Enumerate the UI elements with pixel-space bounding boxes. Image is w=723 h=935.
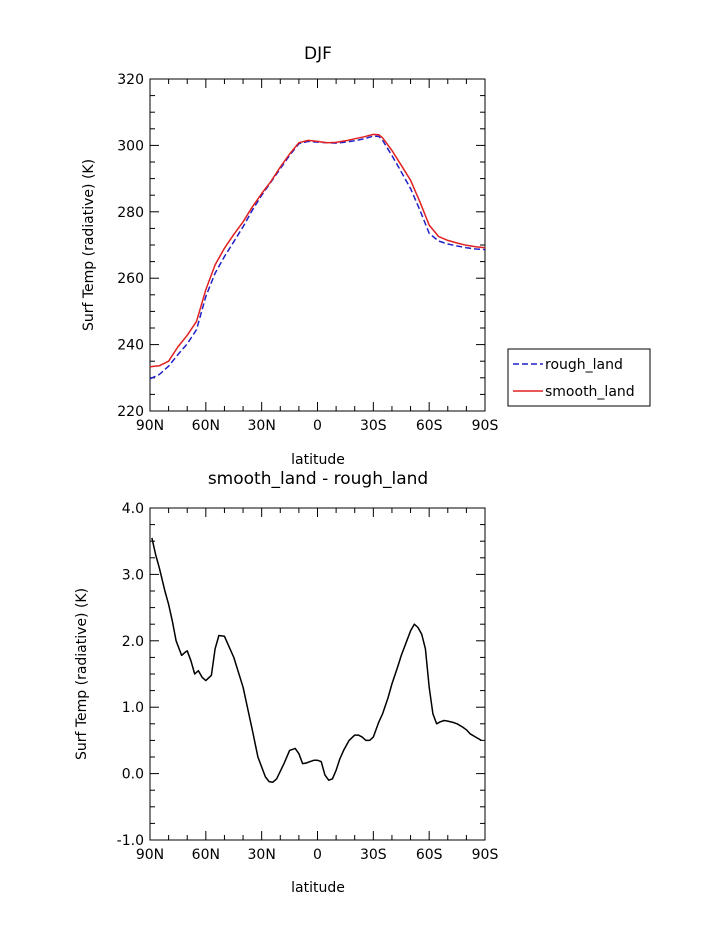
- top-chart-series-line-smooth-land: [149, 133, 486, 368]
- top-chart-y-tick-label: 260: [117, 271, 144, 287]
- top-chart-x-tick-label: 60N: [192, 418, 220, 434]
- bottom-chart-y-axis-label: Surf Temp (radiative) (K): [74, 588, 90, 760]
- legend-label-rough-land: rough_land: [545, 357, 623, 373]
- legend-label-smooth-land: smooth_land: [545, 384, 635, 400]
- top-chart-x-tick-label: 60S: [416, 418, 443, 434]
- bottom-chart-y-tick-label: 0.0: [122, 767, 144, 783]
- bottom-chart-y-tick-label: 1.0: [122, 700, 144, 716]
- bottom-chart-y-tick-label: -1.0: [117, 833, 144, 849]
- top-chart-x-axis-label: latitude: [291, 452, 345, 468]
- top-chart-y-tick-label: 240: [117, 338, 144, 354]
- bottom-chart-y-axis: -1.0 0.0 1.0 2.0 3.0 4.0: [117, 501, 485, 849]
- top-chart-title: DJF: [304, 44, 332, 64]
- bottom-chart: smooth_land - rough_land -1.0 0.0 1.0 2.0 3.…: [74, 469, 498, 896]
- top-chart-plot-frame: [149, 78, 486, 412]
- bottom-chart-x-tick-label: 90S: [472, 847, 499, 863]
- top-chart-y-tick-label: 220: [117, 404, 144, 420]
- bottom-chart-x-tick-label: 60S: [416, 847, 443, 863]
- bottom-chart-x-tick-label: 60N: [192, 847, 220, 863]
- bottom-chart-y-tick-label: 3.0: [122, 567, 144, 583]
- legend-box: [507, 348, 651, 407]
- top-chart-series: [149, 133, 486, 380]
- bottom-chart-x-tick-label: 30N: [248, 847, 276, 863]
- bottom-chart-y-tick-label: 2.0: [122, 634, 144, 650]
- bottom-chart-x-axis-label: latitude: [291, 880, 345, 896]
- bottom-chart-x-tick-label: 90N: [136, 847, 164, 863]
- bottom-chart-series-line-0: [151, 537, 482, 783]
- top-chart-x-tick-label: 30S: [360, 418, 387, 434]
- bottom-chart-x-tick-label: 0: [313, 847, 322, 863]
- top-chart-x-tick-label: 30N: [248, 418, 276, 434]
- top-chart-y-tick-label: 280: [117, 205, 144, 221]
- bottom-chart-title: smooth_land - rough_land: [208, 469, 428, 489]
- top-chart-x-tick-label: 90S: [472, 418, 499, 434]
- bottom-chart-series: [151, 537, 482, 783]
- top-chart-x-tick-label: 0: [313, 418, 322, 434]
- top-chart-y-axis: 220 240 260 280 300 320: [117, 72, 485, 420]
- top-chart-series-line-rough-land: [149, 135, 486, 380]
- top-chart-y-tick-label: 320: [117, 72, 144, 88]
- top-chart-y-tick-label: 300: [117, 138, 144, 154]
- top-chart-legend: rough_land smooth_land: [507, 348, 651, 407]
- bottom-chart-x-tick-label: 30S: [360, 847, 387, 863]
- top-chart-x-tick-label: 90N: [136, 418, 164, 434]
- top-chart-y-axis-label: Surf Temp (radiative) (K): [81, 159, 97, 331]
- top-chart-x-axis: 90N 60N 30N 0 30S 60S 90S: [136, 79, 499, 434]
- bottom-chart-x-axis: 90N 60N 30N 0 30S 60S 90S: [136, 508, 499, 863]
- bottom-chart-y-tick-label: 4.0: [122, 501, 144, 517]
